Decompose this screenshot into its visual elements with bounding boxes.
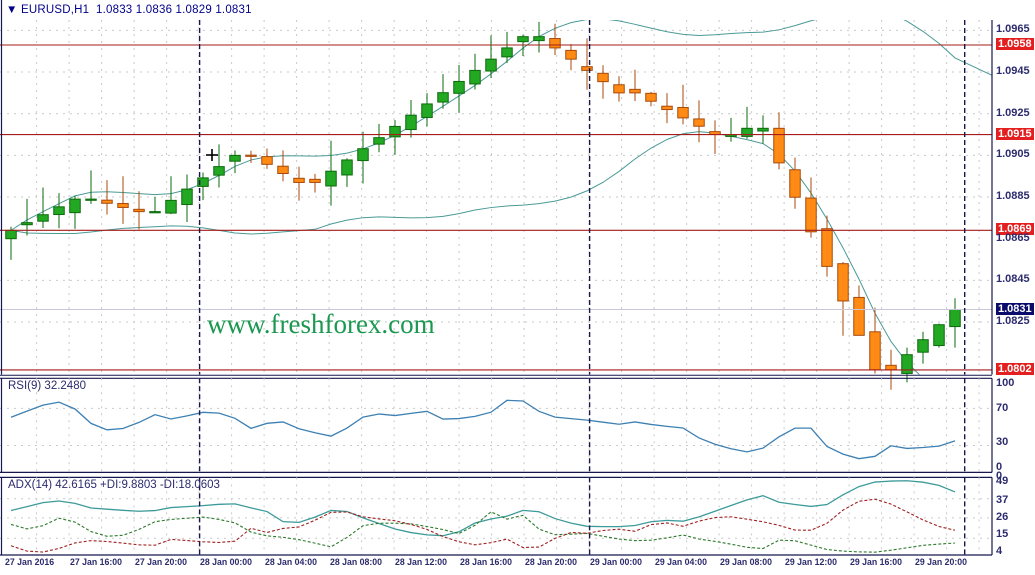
svg-text:www.freshforex.com: www.freshforex.com (207, 309, 435, 339)
